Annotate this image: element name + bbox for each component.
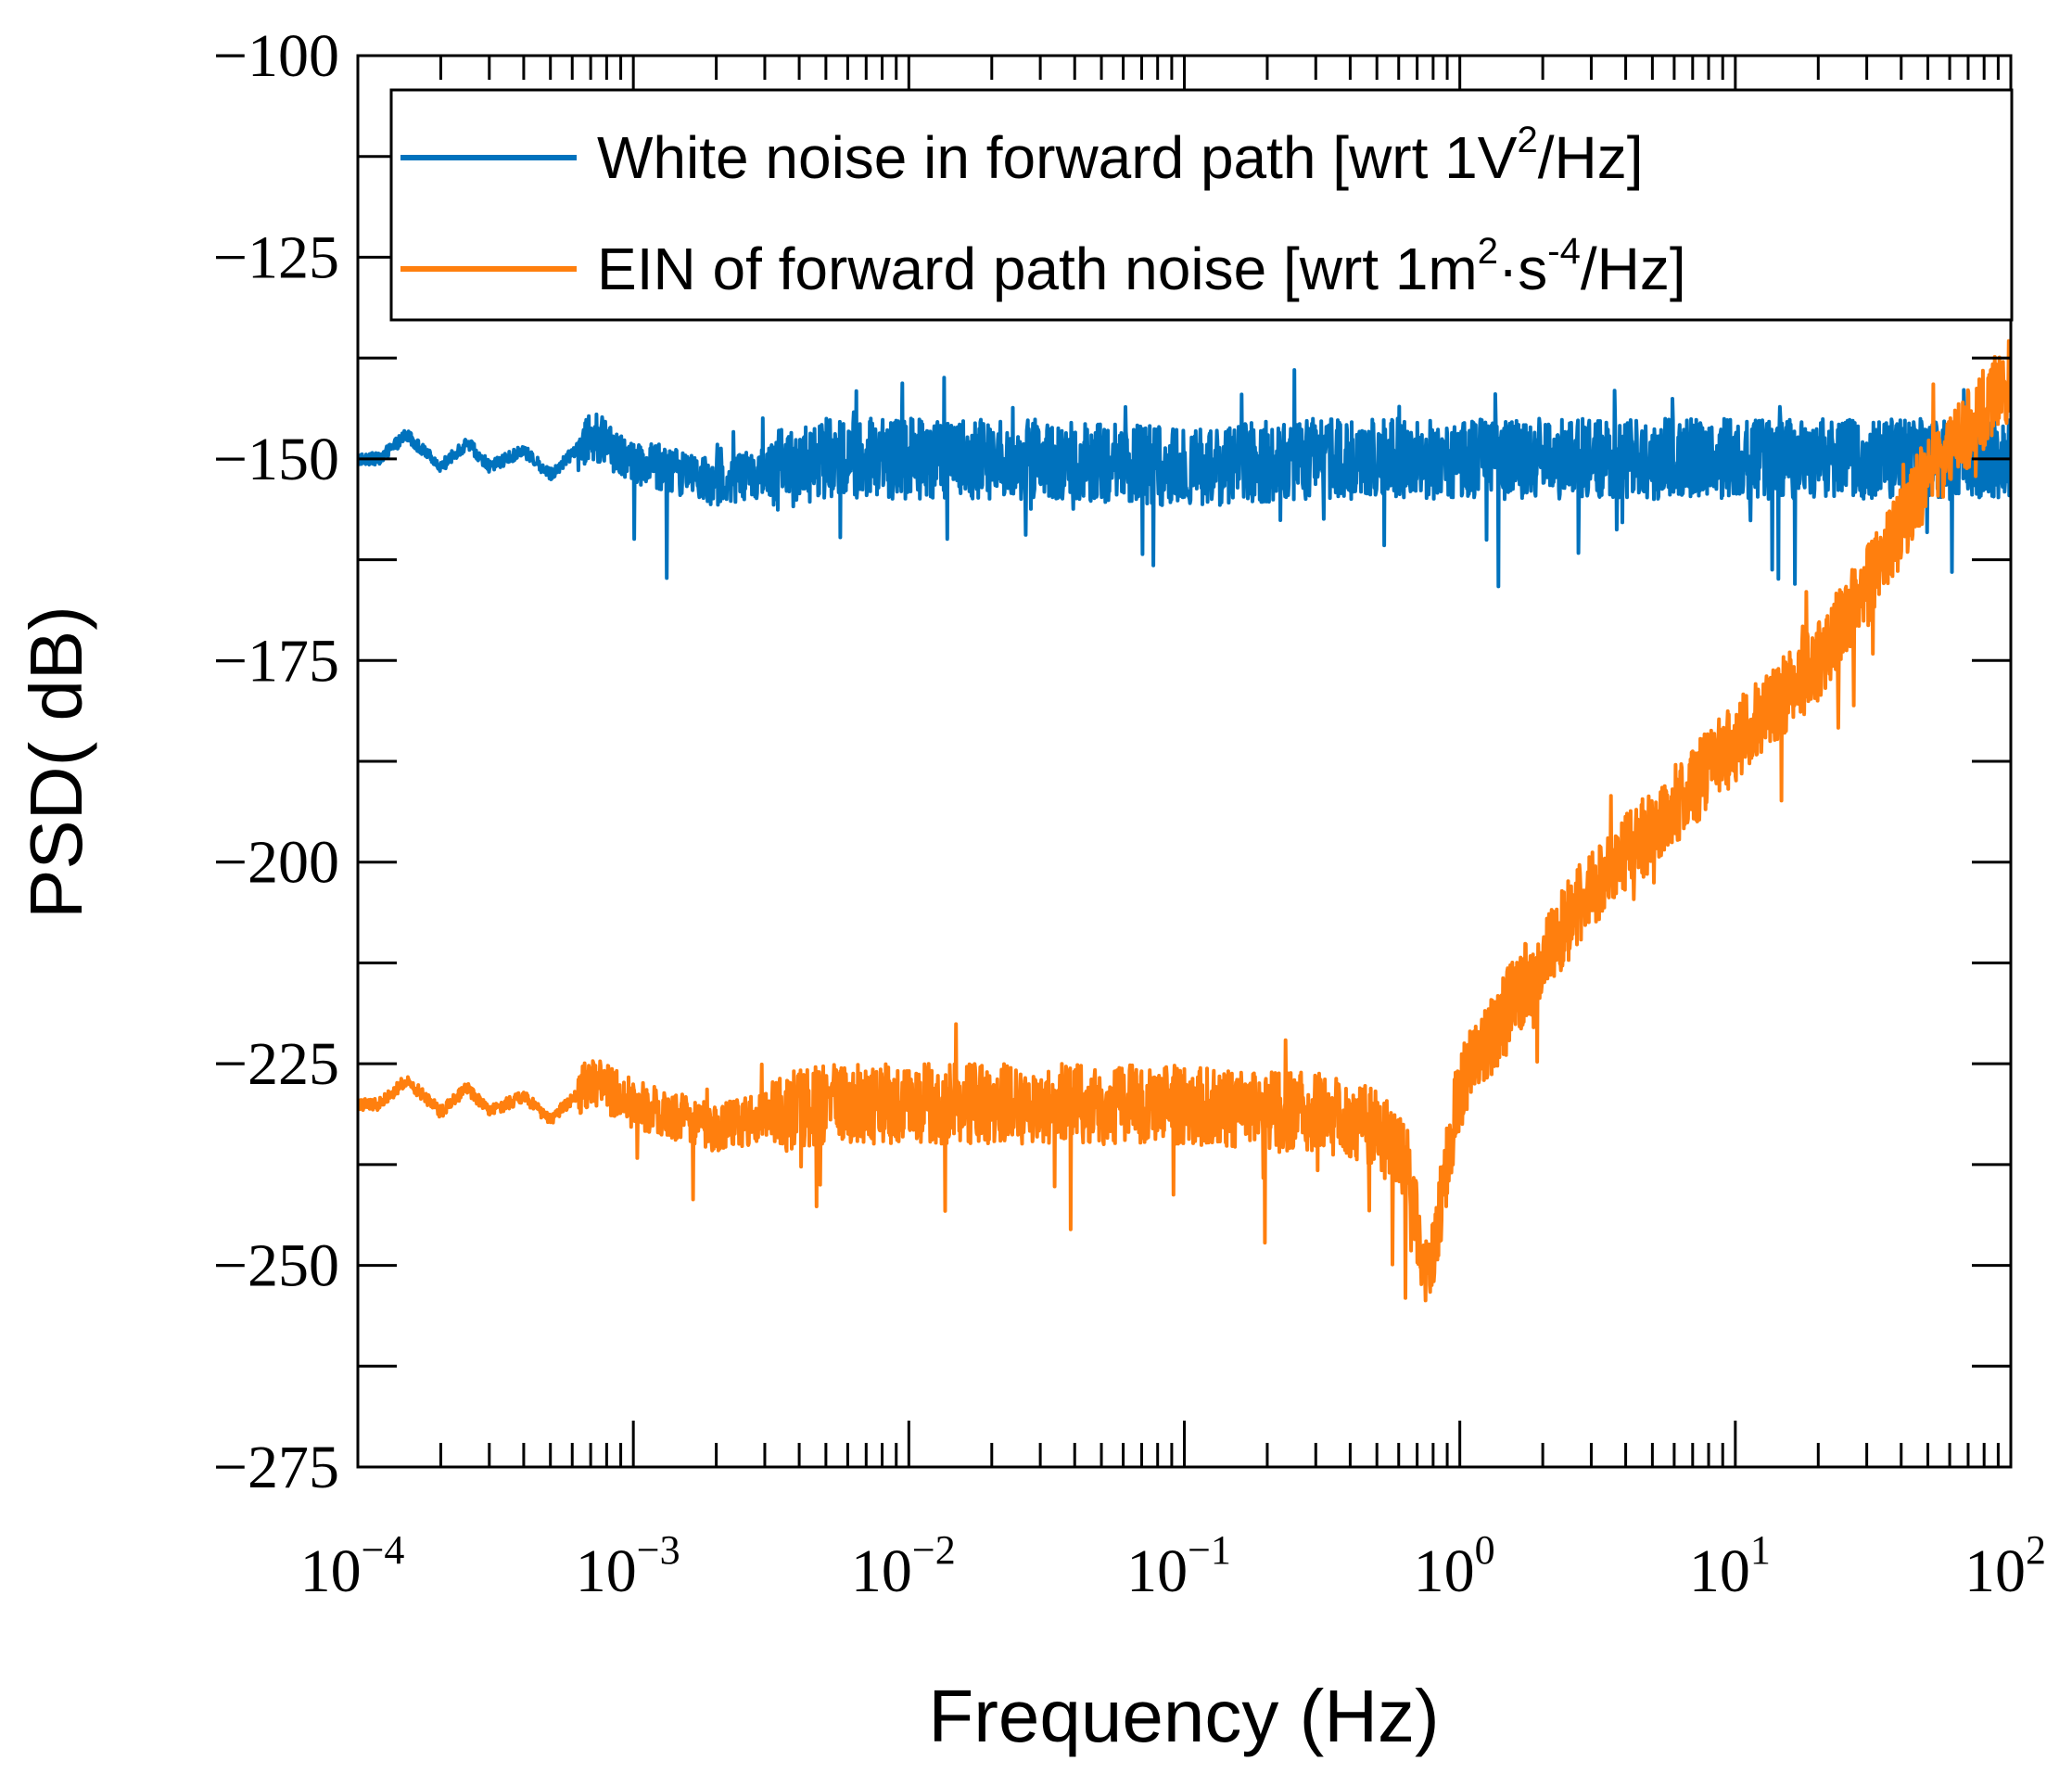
tick-labels-layer: −100 −125 −150 −175 −200 −225 −250 −275 10−4 10−3…	[213, 22, 2046, 1605]
series-white-noise-line	[358, 368, 2011, 589]
x-tick-label: 101	[1689, 1527, 1771, 1605]
y-tick-label: −200	[213, 829, 339, 897]
series-ein-line	[358, 338, 2011, 1303]
series-layer	[358, 338, 2011, 1303]
x-tick-label: 10−1	[1126, 1527, 1231, 1605]
legend-label-ein: EIN of forward path noise [wrt 1m2·s-4/H…	[597, 231, 1686, 302]
y-tick-label: −125	[213, 223, 339, 291]
legend-box	[389, 88, 2014, 322]
y-axis-title: PSD( dB)	[15, 606, 97, 919]
y-tick-label: −175	[213, 627, 339, 695]
x-tick-label: 100	[1414, 1527, 1495, 1605]
x-tick-label: 102	[1964, 1527, 2046, 1605]
y-tick-label: −225	[213, 1030, 339, 1098]
y-tick-label: −150	[213, 426, 339, 493]
x-tick-label: 10−2	[851, 1527, 956, 1605]
x-tick-label: 10−4	[300, 1527, 405, 1605]
x-tick-label: 10−3	[576, 1527, 680, 1605]
legend-label-white-noise: White noise in forward path [wrt 1V2/Hz]	[597, 120, 1643, 191]
y-tick-label: −275	[213, 1434, 339, 1501]
y-tick-label: −100	[213, 22, 339, 90]
y-tick-label: −250	[213, 1232, 339, 1300]
legend: White noise in forward path [wrt 1V2/Hz]…	[389, 88, 2014, 322]
x-axis-title: Frequency (Hz)	[928, 1675, 1439, 1757]
